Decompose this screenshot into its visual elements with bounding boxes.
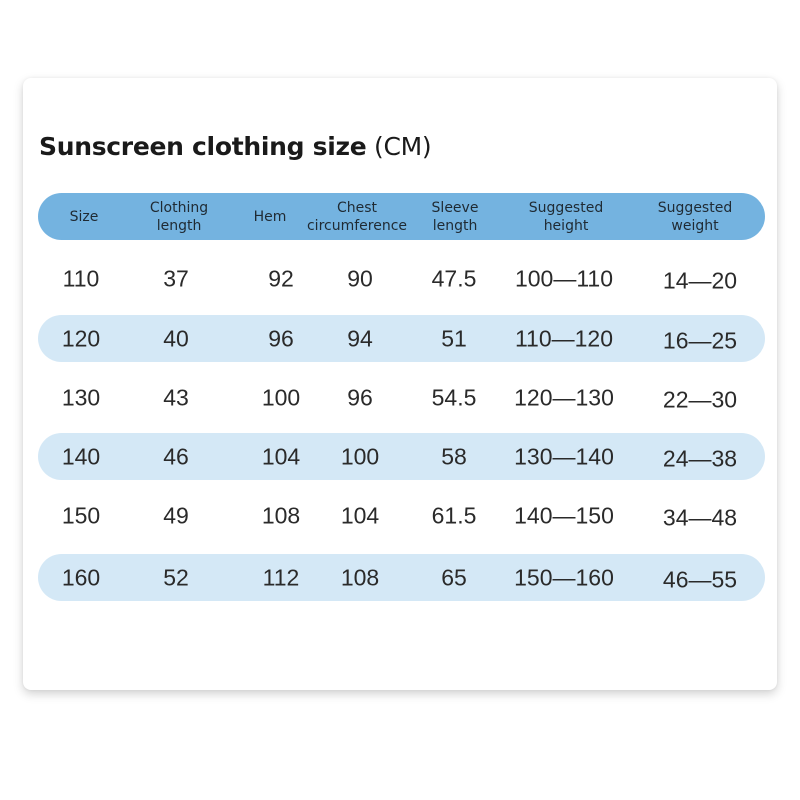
title-unit: (CM) [374, 132, 432, 161]
column-header: Sleeve length [431, 199, 479, 234]
chart-title: Sunscreen clothing size (CM) [39, 132, 432, 161]
table-cell: 100 [340, 443, 380, 470]
title-text: Sunscreen clothing size [39, 132, 367, 161]
table-cell: 47.5 [431, 265, 477, 292]
column-header: Chest circumference [306, 199, 408, 234]
table-cell: 108 [340, 564, 380, 591]
table-cell: 150—160 [514, 564, 614, 591]
table-header: Size Clothing length Hem Chest circumference S… [38, 193, 765, 240]
table-cell: 120—130 [514, 384, 614, 411]
table-cell: 92 [268, 265, 294, 292]
table-cell: 65 [441, 564, 467, 591]
column-header: Clothing length [149, 199, 209, 234]
table-cell: 104 [261, 443, 301, 470]
table-cell: 46 [163, 443, 189, 470]
column-header: Hem [253, 208, 287, 225]
table-cell: 120 [61, 325, 101, 352]
table-cell: 49 [163, 502, 189, 529]
table-cell: 58 [441, 443, 467, 470]
table-cell: 40 [163, 325, 189, 352]
column-header: Suggested weight [657, 199, 733, 234]
table-cell: 150 [61, 502, 101, 529]
table-row-band [38, 433, 765, 480]
table-cell: 22—30 [662, 386, 738, 413]
table-cell: 34—48 [662, 504, 738, 531]
table-cell: 46—55 [662, 566, 738, 593]
table-cell: 104 [340, 502, 380, 529]
table-cell: 108 [261, 502, 301, 529]
table-row-band [38, 554, 765, 601]
table-cell: 61.5 [431, 502, 477, 529]
table-cell: 100 [261, 384, 301, 411]
table-cell: 96 [347, 384, 373, 411]
table-cell: 130—140 [514, 443, 614, 470]
table-cell: 43 [163, 384, 189, 411]
table-cell: 24—38 [662, 445, 738, 472]
table-cell: 54.5 [431, 384, 477, 411]
column-header: Suggested height [528, 199, 604, 234]
table-cell: 130 [61, 384, 101, 411]
table-cell: 110—120 [514, 325, 614, 352]
table-row-band [38, 315, 765, 362]
table-cell: 140—150 [514, 502, 614, 529]
table-cell: 94 [347, 325, 373, 352]
table-cell: 90 [347, 265, 373, 292]
table-cell: 14—20 [662, 267, 738, 294]
table-cell: 112 [262, 564, 300, 591]
table-cell: 51 [441, 325, 467, 352]
table-cell: 37 [163, 265, 189, 292]
table-cell: 140 [61, 443, 101, 470]
table-cell: 160 [61, 564, 101, 591]
table-cell: 100—110 [514, 265, 614, 292]
column-header: Size [69, 208, 99, 225]
table-cell: 52 [163, 564, 189, 591]
table-cell: 110 [62, 265, 100, 292]
table-cell: 96 [268, 325, 294, 352]
table-cell: 16—25 [662, 327, 738, 354]
